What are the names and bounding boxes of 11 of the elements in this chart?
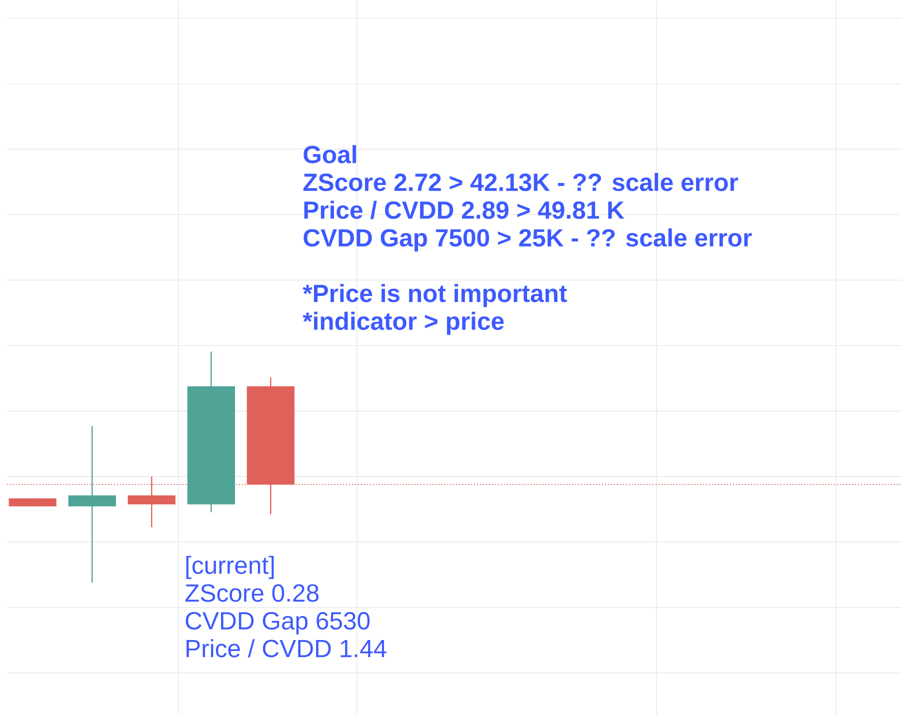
- text: ZScore 2.72 > 42.13K - ?? scale error: [303, 172, 738, 191]
- text: Price / CVDD 2.89 > 49.81 K: [304, 200, 624, 219]
- text: ZScore 0.28: [185, 584, 319, 602]
- text: *Price is not important: [302, 284, 567, 307]
- candlestick: [68, 425, 116, 584]
- annotation: [current]: [186, 556, 274, 579]
- text: CVDD Gap 6530: [186, 612, 370, 634]
- text: CVDD Gap 7500 > 25K - ?? scale error: [304, 228, 752, 252]
- text: Price / CVDD 1.44: [186, 638, 386, 658]
- text: *indicator > price: [302, 312, 504, 335]
- text: Goal: [304, 144, 356, 164]
